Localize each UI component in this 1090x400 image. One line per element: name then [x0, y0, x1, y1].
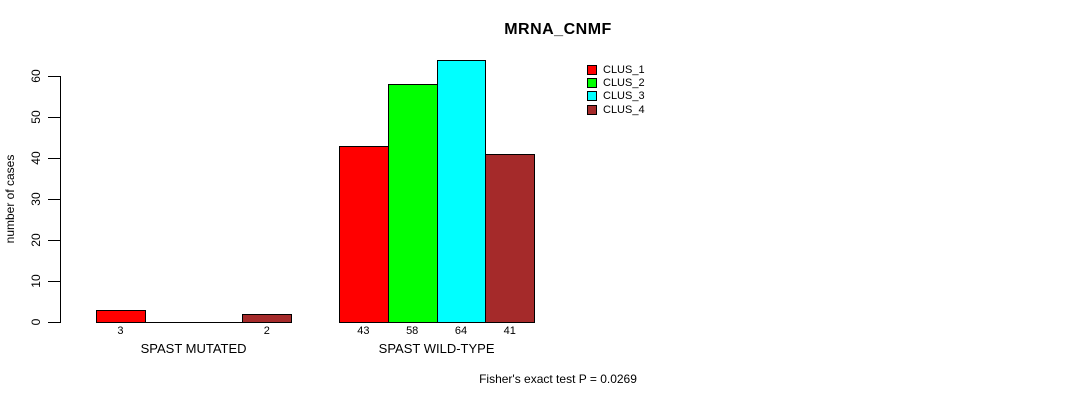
y-axis-line: [60, 76, 61, 323]
y-axis-tick: [48, 199, 60, 200]
legend-swatch-clus_3: [587, 91, 597, 102]
bar-clus_4: [485, 153, 536, 323]
y-axis-tick: [48, 158, 60, 159]
x-axis-category-label: SPAST MUTATED: [140, 341, 247, 356]
legend-label: CLUS_1: [603, 63, 645, 76]
legend-label: CLUS_3: [603, 90, 645, 103]
bar-value-label: 58: [406, 325, 419, 337]
chart-title: MRNA_CNMF: [504, 21, 612, 38]
y-axis-tick: [48, 240, 60, 241]
y-axis-tick: [48, 322, 60, 323]
bar-value-label: 43: [357, 325, 370, 337]
bar-value-label: 41: [503, 325, 516, 337]
bar-clus_2: [387, 84, 438, 323]
y-axis-tick: [48, 76, 60, 77]
legend-item: CLUS_2: [587, 76, 645, 89]
y-axis-tick: [48, 117, 60, 118]
fisher-test-annotation: Fisher's exact test P = 0.0269: [479, 372, 637, 386]
y-axis-tick-label: 60: [29, 69, 43, 83]
legend-swatch-clus_1: [587, 64, 597, 75]
legend-item: CLUS_4: [587, 103, 645, 116]
y-axis-tick-label: 40: [29, 151, 43, 165]
legend-swatch-clus_2: [587, 78, 597, 89]
bar-clus_1: [339, 145, 389, 323]
bar-value-label: 2: [263, 325, 270, 337]
legend-item: CLUS_3: [587, 90, 645, 103]
y-axis-tick-label: 0: [29, 318, 43, 326]
x-axis-category-label: SPAST WILD-TYPE: [378, 341, 495, 356]
y-axis-tick-label: 10: [29, 274, 43, 288]
bar-clus_3: [436, 59, 487, 323]
bar-clus_3-zero: [193, 322, 244, 323]
bar-value-label: 3: [117, 325, 124, 337]
bar-clus_4: [242, 313, 293, 323]
y-axis-tick-label: 30: [29, 192, 43, 206]
bar-clus_1: [96, 309, 146, 323]
y-axis-title: number of cases: [3, 154, 17, 244]
legend: CLUS_1 CLUS_2 CLUS_3 CLUS_4: [587, 63, 645, 117]
legend-label: CLUS_4: [603, 103, 645, 116]
legend-item: CLUS_1: [587, 63, 645, 76]
legend-swatch-clus_4: [587, 104, 597, 115]
y-axis-tick-label: 50: [29, 110, 43, 124]
y-axis-tick-label: 20: [29, 233, 43, 247]
bar-clus_2-zero: [144, 322, 195, 323]
y-axis-tick: [48, 281, 60, 282]
legend-label: CLUS_2: [603, 77, 645, 90]
bar-value-label: 64: [454, 325, 468, 337]
